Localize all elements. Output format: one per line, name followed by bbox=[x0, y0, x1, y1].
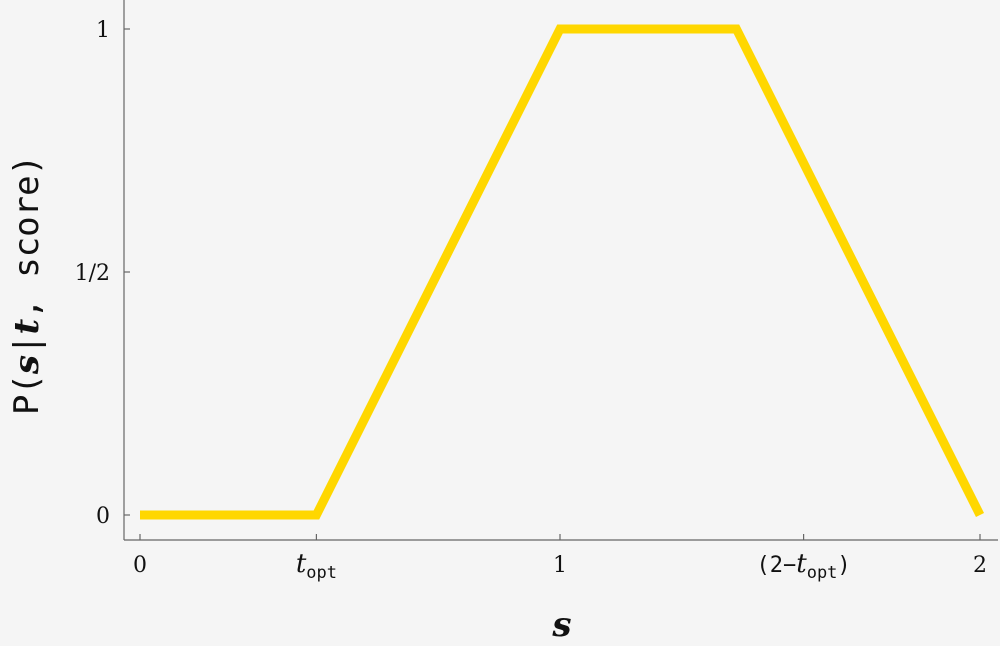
y-tick-label: 1 bbox=[96, 18, 110, 43]
x-tick-label: (2−topt) bbox=[757, 549, 851, 583]
y-tick-label: 1/2 bbox=[75, 261, 110, 286]
x-tick-label: topt bbox=[296, 549, 337, 583]
series-layer bbox=[140, 24, 985, 520]
axes bbox=[123, 0, 998, 541]
x-ticks: 0 topt 1 (2−topt) 2 bbox=[133, 534, 987, 583]
x-axis-title: s bbox=[551, 605, 571, 645]
y-tick-label: 0 bbox=[96, 504, 110, 529]
y-axis-title: P(s|t, score) bbox=[7, 155, 47, 415]
x-tick-label: 1 bbox=[553, 553, 567, 578]
series-line bbox=[140, 24, 985, 520]
x-tick-label: 2 bbox=[973, 553, 987, 578]
x-tick-label: 0 bbox=[133, 553, 147, 578]
y-ticks: 0 1/2 1 bbox=[75, 18, 130, 529]
